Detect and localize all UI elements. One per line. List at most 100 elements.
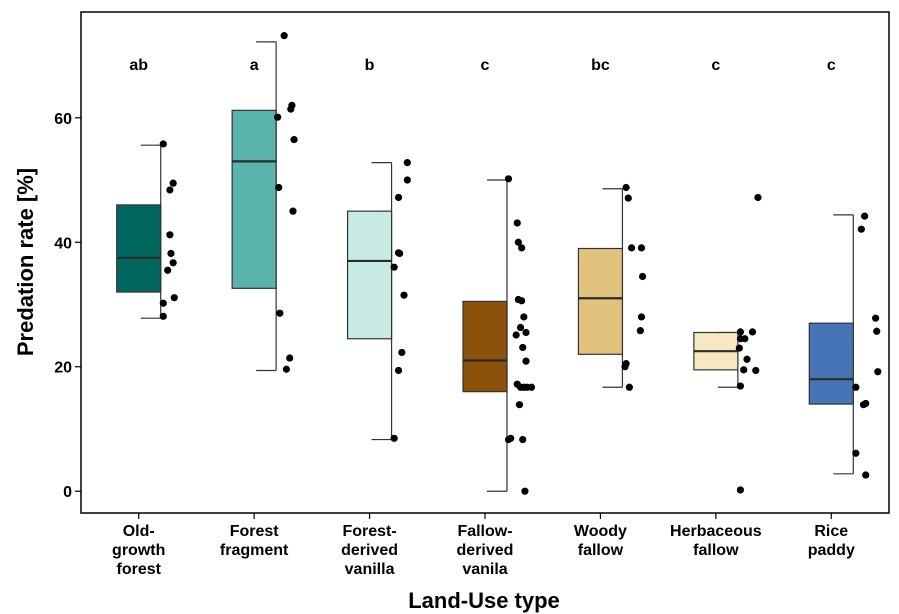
data-point [166,231,174,239]
significance-letter: c [827,57,836,74]
box-plot [462,179,508,492]
data-point [862,471,870,479]
data-point [519,435,527,444]
x-tick-label: Old-growth forest [112,523,165,578]
data-point [400,291,408,299]
y-tick-label: 40 [54,235,72,252]
data-point [290,135,298,144]
data-point [748,328,757,336]
data-point [621,363,629,371]
data-point [736,486,745,494]
data-point [622,183,630,192]
data-point [390,434,398,442]
box-series [116,41,854,492]
data-point [735,344,743,352]
significance-letters: ab a b c bc c c [129,57,835,74]
data-point [396,249,404,258]
y-tick-label: 60 [54,111,72,128]
data-point [637,244,646,252]
data-point [527,383,536,391]
data-point [390,263,398,271]
data-point [518,244,526,252]
data-point [169,179,177,187]
data-point [504,175,513,183]
x-axis: Old-growth forest Forest fragment Forest-der… [112,513,855,578]
data-point [398,348,406,357]
x-tick-label: Forest fragment [220,523,289,559]
y-axis-title: Predation rate [%] [13,168,38,356]
data-point [167,249,175,258]
data-point [873,327,881,335]
data-point [736,328,745,336]
data-point [636,327,644,335]
data-point [752,366,760,375]
data-point [874,368,882,376]
data-point [166,186,174,194]
data-point [280,32,288,40]
significance-letter: a [250,57,259,74]
box-plot [693,331,739,388]
x-tick-label: Forest-derived vanilla [341,523,398,578]
data-point [740,366,748,374]
x-tick-label: Woody fallow [574,523,627,559]
data-point [159,299,167,307]
box-plot [577,188,624,388]
data-point [862,399,870,408]
data-point [170,294,178,302]
data-point [159,312,167,320]
data-point [164,266,172,274]
data-point [627,244,636,252]
data-point [275,183,283,192]
significance-letter: b [365,57,375,74]
data-point [169,259,177,267]
box-plot [231,41,277,372]
data-point [741,335,749,343]
data-points [159,32,882,495]
y-tick-label: 0 [63,484,72,501]
x-axis-title: Land-Use type [408,588,560,613]
box-plot [808,214,854,475]
data-point [159,140,167,148]
data-point [638,272,647,281]
data-point [514,238,522,246]
y-tick-label: 20 [54,360,72,377]
data-point [403,176,411,184]
data-point [624,194,632,202]
significance-letter: c [711,57,720,74]
data-point [403,159,411,167]
data-point [625,383,633,391]
data-point [736,382,745,390]
plot-panel [80,11,890,514]
data-point [522,328,530,337]
data-point [515,401,524,409]
y-axis: 0 20 40 60 [54,111,81,501]
data-point [872,314,880,322]
box-plot [116,144,162,319]
x-tick-label: Fallow-derived vanila [457,523,514,578]
data-point [274,113,282,121]
box-iqr [116,204,162,293]
data-point [276,309,284,317]
box-iqr [577,247,624,355]
box-iqr [808,322,854,405]
box-iqr [462,300,508,393]
x-tick-label: Herbaceous fallow [670,523,762,559]
x-tick-label: Rice paddy [808,523,855,559]
significance-letter: bc [591,57,610,74]
data-point [861,212,869,220]
box-iqr [231,109,277,289]
box-iqr [346,210,393,340]
data-point [852,449,860,457]
significance-letter: c [481,57,490,74]
box-plot [346,162,393,441]
data-point [282,365,290,373]
data-point [289,207,297,215]
data-point [504,435,513,444]
data-point [857,225,865,233]
data-point [852,383,860,391]
data-point [516,323,525,332]
significance-letter: ab [129,57,148,74]
data-point [519,343,527,352]
data-point [288,101,296,109]
